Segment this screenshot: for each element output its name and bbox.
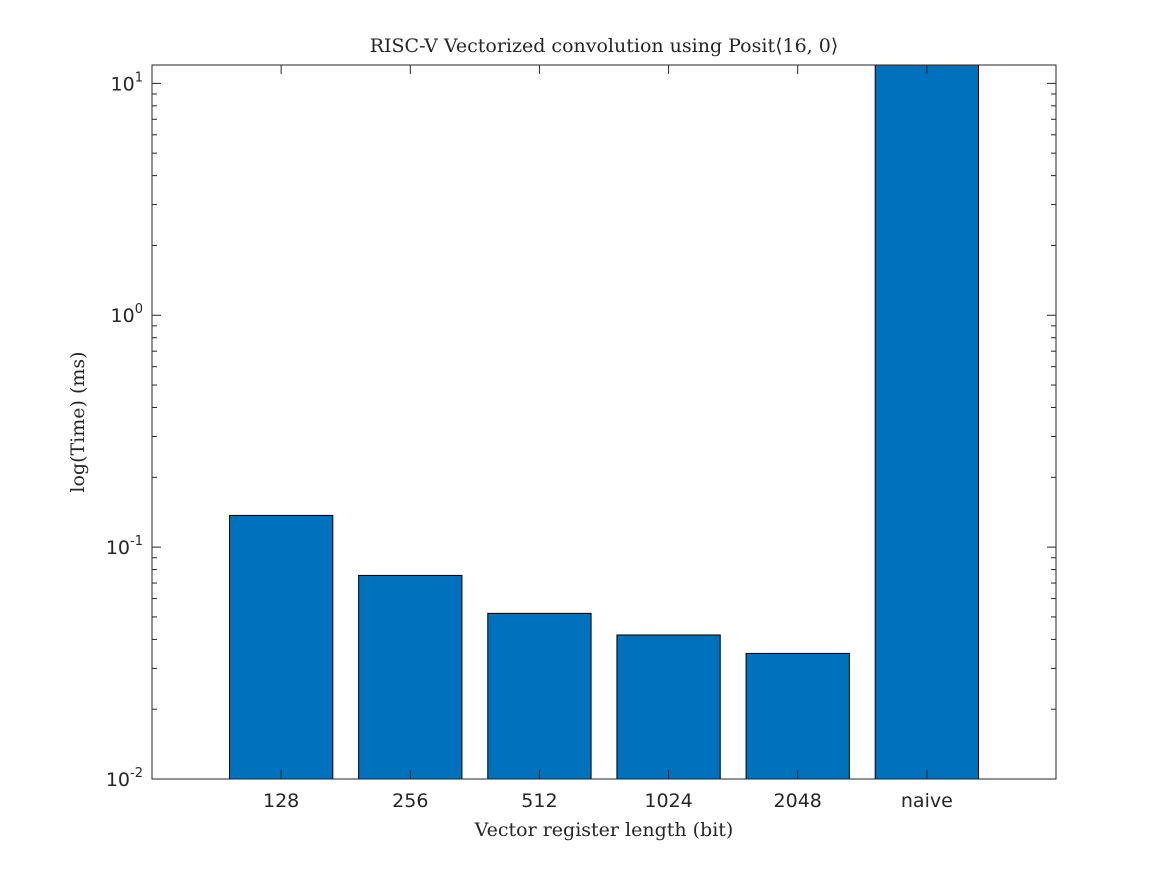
x-tick-label: 256: [392, 790, 428, 812]
x-tick-label: naive: [901, 790, 953, 812]
y-tick-label: 10-2: [106, 766, 143, 791]
bars-layer: [228, 64, 980, 780]
chart-title: RISC-V Vectorized convolution using Posi…: [370, 35, 839, 57]
bar-128: [228, 514, 334, 780]
bar-naive: [874, 64, 980, 780]
bar-512: [487, 612, 592, 780]
plot-area-frame: [151, 64, 1057, 780]
y-axis-label: log(Time) (ms): [67, 351, 89, 492]
y-tick-label: 10-1: [106, 534, 143, 559]
ticks-layer: [152, 65, 1056, 780]
bar-256: [358, 574, 463, 780]
y-tick-label: 101: [111, 70, 143, 95]
bar-1024: [616, 634, 721, 780]
x-tick-label: 2048: [774, 790, 822, 812]
tick-labels-layer: 128 256 512 1024 2048 naive 10-2 10-1 100 101: [106, 70, 953, 812]
y-tick-label: 100: [111, 302, 143, 327]
x-tick-label: 512: [521, 790, 557, 812]
x-tick-label: 1024: [644, 790, 692, 812]
bar-2048: [745, 652, 850, 780]
x-tick-label: 128: [263, 790, 299, 812]
x-axis-label: Vector register length (bit): [474, 819, 734, 841]
